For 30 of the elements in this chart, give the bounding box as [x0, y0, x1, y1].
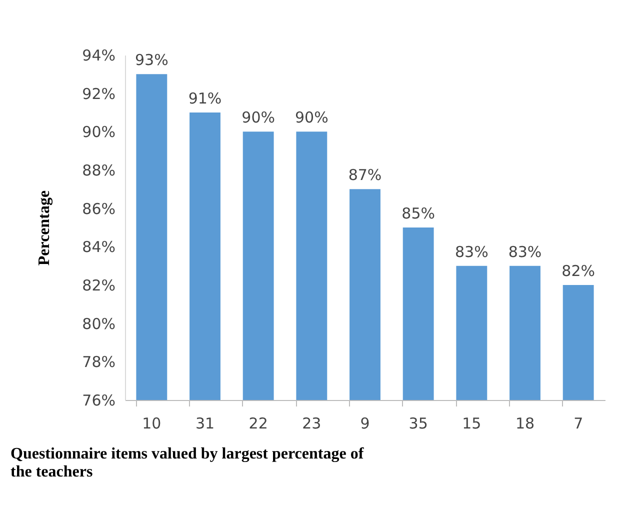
y-tick-label: 94% — [82, 46, 116, 64]
data-label: 82% — [562, 262, 596, 280]
data-label: 90% — [294, 108, 328, 127]
y-tick-label: 84% — [82, 238, 116, 256]
data-label: 93% — [134, 51, 168, 70]
y-tick-label: 78% — [82, 353, 116, 372]
data-label: 83% — [454, 242, 488, 261]
x-tick-label: 10 — [142, 414, 162, 432]
y-tick-label: 88% — [82, 162, 116, 180]
data-label: 90% — [242, 108, 276, 127]
y-tick-label: 86% — [82, 200, 116, 218]
x-tick-label: 35 — [408, 414, 428, 432]
y-tick-label: 90% — [82, 123, 116, 142]
x-tick-label: 18 — [515, 414, 535, 432]
data-label: 87% — [348, 166, 382, 184]
y-tick-label: 76% — [82, 392, 116, 410]
y-axis-title: Percentage — [36, 190, 54, 266]
y-tick-label: 82% — [82, 276, 116, 294]
y-tick-label: 92% — [82, 84, 116, 103]
x-tick-label: 7 — [574, 414, 584, 432]
x-tick-label: 22 — [248, 414, 268, 432]
data-label: 83% — [508, 242, 542, 261]
x-tick-label: 15 — [462, 414, 482, 432]
y-tick-label: 80% — [82, 314, 116, 333]
x-tick-label: 9 — [360, 414, 370, 432]
x-tick-label: 23 — [302, 414, 322, 432]
data-label: 85% — [402, 204, 436, 222]
x-axis-title: Questionnaire items valued by largest percentage of the teachers — [10, 446, 364, 480]
x-tick-label: 31 — [195, 414, 215, 432]
data-label: 91% — [188, 90, 222, 108]
